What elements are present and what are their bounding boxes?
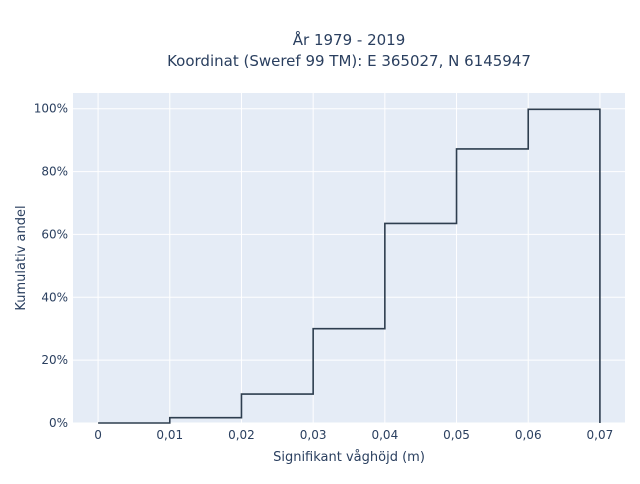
x-tick-label: 0,05 <box>443 428 470 442</box>
y-axis-title: Kumulativ andel <box>14 205 29 310</box>
plot-area <box>73 93 625 423</box>
x-axis-title: Signifikant våghöjd (m) <box>273 450 425 465</box>
y-tick-label: 60% <box>41 227 68 241</box>
series-layer <box>98 108 601 424</box>
series-step-line-0 <box>98 108 601 424</box>
y-tick-labels: 0% 20% 40% 60% 80% 100% <box>34 102 68 430</box>
x-tick-label: 0 <box>94 428 102 442</box>
x-tick-label: 0,06 <box>515 428 542 442</box>
x-tick-label: 0,04 <box>371 428 398 442</box>
y-tick-label: 100% <box>34 102 68 116</box>
x-tick-label: 0,03 <box>300 428 327 442</box>
y-tick-label: 0% <box>49 416 68 430</box>
x-tick-label: 0,02 <box>228 428 255 442</box>
y-tick-label: 20% <box>41 353 68 367</box>
y-tick-label: 80% <box>41 165 68 179</box>
x-tick-label: 0,07 <box>587 428 614 442</box>
x-tick-labels: 0 0,01 0,02 0,03 0,04 0,05 0,06 0,07 <box>94 428 613 442</box>
chart-title-line-2: Koordinat (Sweref 99 TM): E 365027, N 61… <box>167 52 531 70</box>
y-tick-label: 40% <box>41 290 68 304</box>
chart-title-line-1: År 1979 - 2019 <box>293 30 406 49</box>
x-tick-label: 0,01 <box>156 428 183 442</box>
